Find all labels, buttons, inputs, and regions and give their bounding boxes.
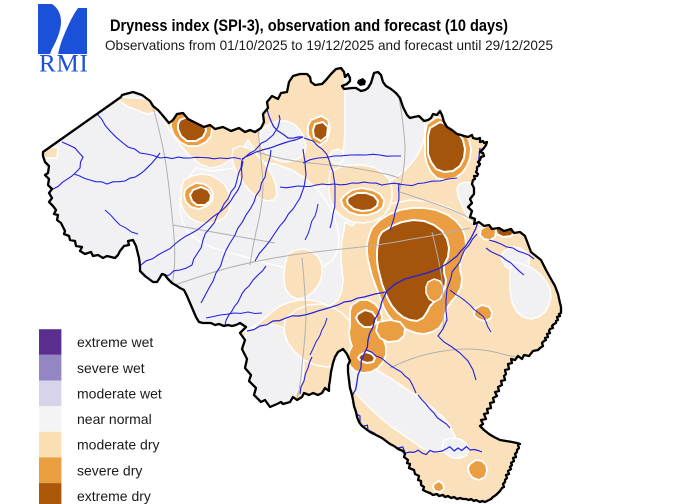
- svg-text:moderate dry: moderate dry: [77, 437, 159, 453]
- svg-text:Dryness index (SPI-3), observa: Dryness index (SPI-3), observation and f…: [110, 16, 508, 35]
- svg-text:severe dry: severe dry: [77, 462, 142, 478]
- svg-text:RMI: RMI: [39, 51, 89, 78]
- svg-text:Observations from 01/10/2025 t: Observations from 01/10/2025 to 19/12/20…: [105, 37, 553, 53]
- svg-text:severe wet: severe wet: [77, 360, 145, 376]
- svg-text:moderate wet: moderate wet: [77, 385, 162, 401]
- svg-text:near normal: near normal: [77, 411, 152, 427]
- svg-text:extreme dry: extreme dry: [77, 488, 151, 504]
- svg-text:extreme wet: extreme wet: [77, 334, 153, 350]
